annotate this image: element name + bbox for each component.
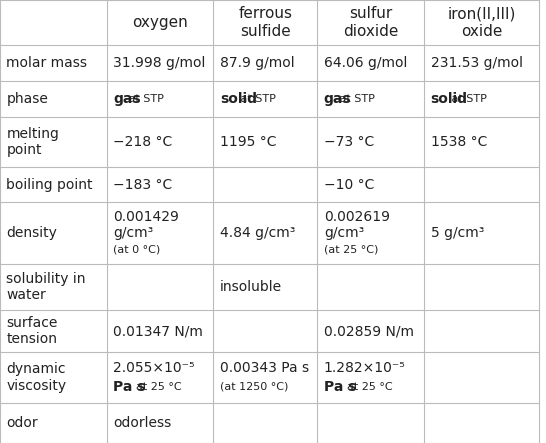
Text: phase: phase: [7, 92, 49, 106]
Text: 1.282×10⁻⁵: 1.282×10⁻⁵: [324, 361, 406, 376]
Text: (at 25 °C): (at 25 °C): [324, 245, 378, 255]
Text: dynamic
viscosity: dynamic viscosity: [7, 362, 67, 392]
Text: −218 °C: −218 °C: [113, 135, 173, 149]
Text: 31.998 g/mol: 31.998 g/mol: [113, 56, 206, 70]
Text: 0.002619: 0.002619: [324, 210, 390, 224]
Text: melting
point: melting point: [7, 127, 60, 157]
Text: odorless: odorless: [113, 416, 171, 430]
Text: −10 °C: −10 °C: [324, 178, 374, 191]
Text: 0.02859 N/m: 0.02859 N/m: [324, 324, 414, 338]
Text: g/cm³: g/cm³: [324, 226, 364, 241]
Text: 87.9 g/mol: 87.9 g/mol: [220, 56, 294, 70]
Text: insoluble: insoluble: [220, 280, 282, 294]
Text: 5 g/cm³: 5 g/cm³: [431, 226, 484, 241]
Text: −183 °C: −183 °C: [113, 178, 173, 191]
Text: solubility in
water: solubility in water: [7, 272, 86, 302]
Text: Pa s: Pa s: [324, 380, 357, 393]
Text: at 25 °C: at 25 °C: [129, 381, 181, 392]
Text: iron(II,III)
oxide: iron(II,III) oxide: [448, 7, 516, 39]
Text: odor: odor: [7, 416, 38, 430]
Text: solid: solid: [220, 92, 257, 106]
Text: molar mass: molar mass: [7, 56, 87, 70]
Text: oxygen: oxygen: [132, 15, 188, 30]
Text: 0.001429: 0.001429: [113, 210, 179, 224]
Text: at STP: at STP: [237, 94, 276, 104]
Text: gas: gas: [113, 92, 141, 106]
Text: at STP: at STP: [125, 94, 164, 104]
Text: g/cm³: g/cm³: [113, 226, 153, 241]
Text: 0.01347 N/m: 0.01347 N/m: [113, 324, 203, 338]
Text: at STP: at STP: [336, 94, 375, 104]
Text: 1538 °C: 1538 °C: [431, 135, 487, 149]
Text: surface
tension: surface tension: [7, 316, 58, 346]
Text: gas: gas: [324, 92, 352, 106]
Text: (at 1250 °C): (at 1250 °C): [220, 381, 288, 392]
Text: density: density: [7, 226, 57, 241]
Text: 1195 °C: 1195 °C: [220, 135, 276, 149]
Text: 4.84 g/cm³: 4.84 g/cm³: [220, 226, 295, 241]
Text: solid: solid: [431, 92, 467, 106]
Text: (at 0 °C): (at 0 °C): [113, 245, 161, 255]
Text: Pa s: Pa s: [113, 380, 146, 393]
Text: at 25 °C: at 25 °C: [340, 381, 392, 392]
Text: boiling point: boiling point: [7, 178, 93, 191]
Text: sulfur
dioxide: sulfur dioxide: [343, 7, 399, 39]
Text: 0.00343 Pa s: 0.00343 Pa s: [220, 361, 309, 376]
Text: 231.53 g/mol: 231.53 g/mol: [431, 56, 523, 70]
Text: 64.06 g/mol: 64.06 g/mol: [324, 56, 407, 70]
Text: at STP: at STP: [448, 94, 486, 104]
Text: −73 °C: −73 °C: [324, 135, 374, 149]
Text: ferrous
sulfide: ferrous sulfide: [239, 7, 293, 39]
Text: 2.055×10⁻⁵: 2.055×10⁻⁵: [113, 361, 195, 376]
